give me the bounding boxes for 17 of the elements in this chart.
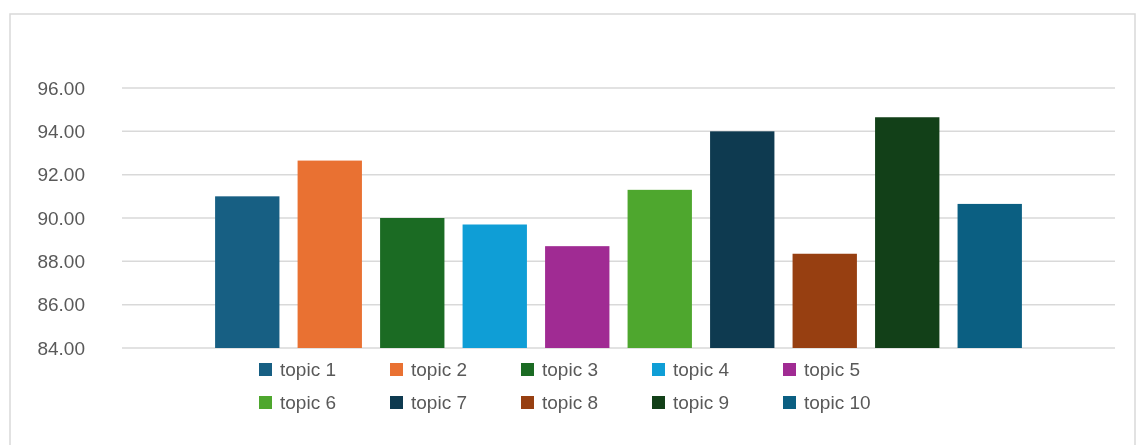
legend-label: topic 2 xyxy=(411,358,467,380)
y-tick-label: 92.00 xyxy=(37,164,85,186)
legend-label: topic 1 xyxy=(280,358,336,380)
legend-label: topic 7 xyxy=(411,391,467,413)
legend-label: topic 10 xyxy=(804,391,871,413)
legend-label: topic 3 xyxy=(542,358,598,380)
y-tick-label: 86.00 xyxy=(37,294,85,316)
y-tick-label: 84.00 xyxy=(37,337,85,359)
y-tick-label: 94.00 xyxy=(37,120,85,142)
y-tick-label: 88.00 xyxy=(37,250,85,272)
legend-label: topic 8 xyxy=(542,391,598,413)
legend-label: topic 4 xyxy=(673,358,730,380)
legend-label: topic 9 xyxy=(673,391,729,413)
y-tick-label: 96.00 xyxy=(37,77,85,99)
legend-label: topic 6 xyxy=(280,391,336,413)
y-tick-label: 90.00 xyxy=(37,207,85,229)
legend-label: topic 5 xyxy=(804,358,860,380)
